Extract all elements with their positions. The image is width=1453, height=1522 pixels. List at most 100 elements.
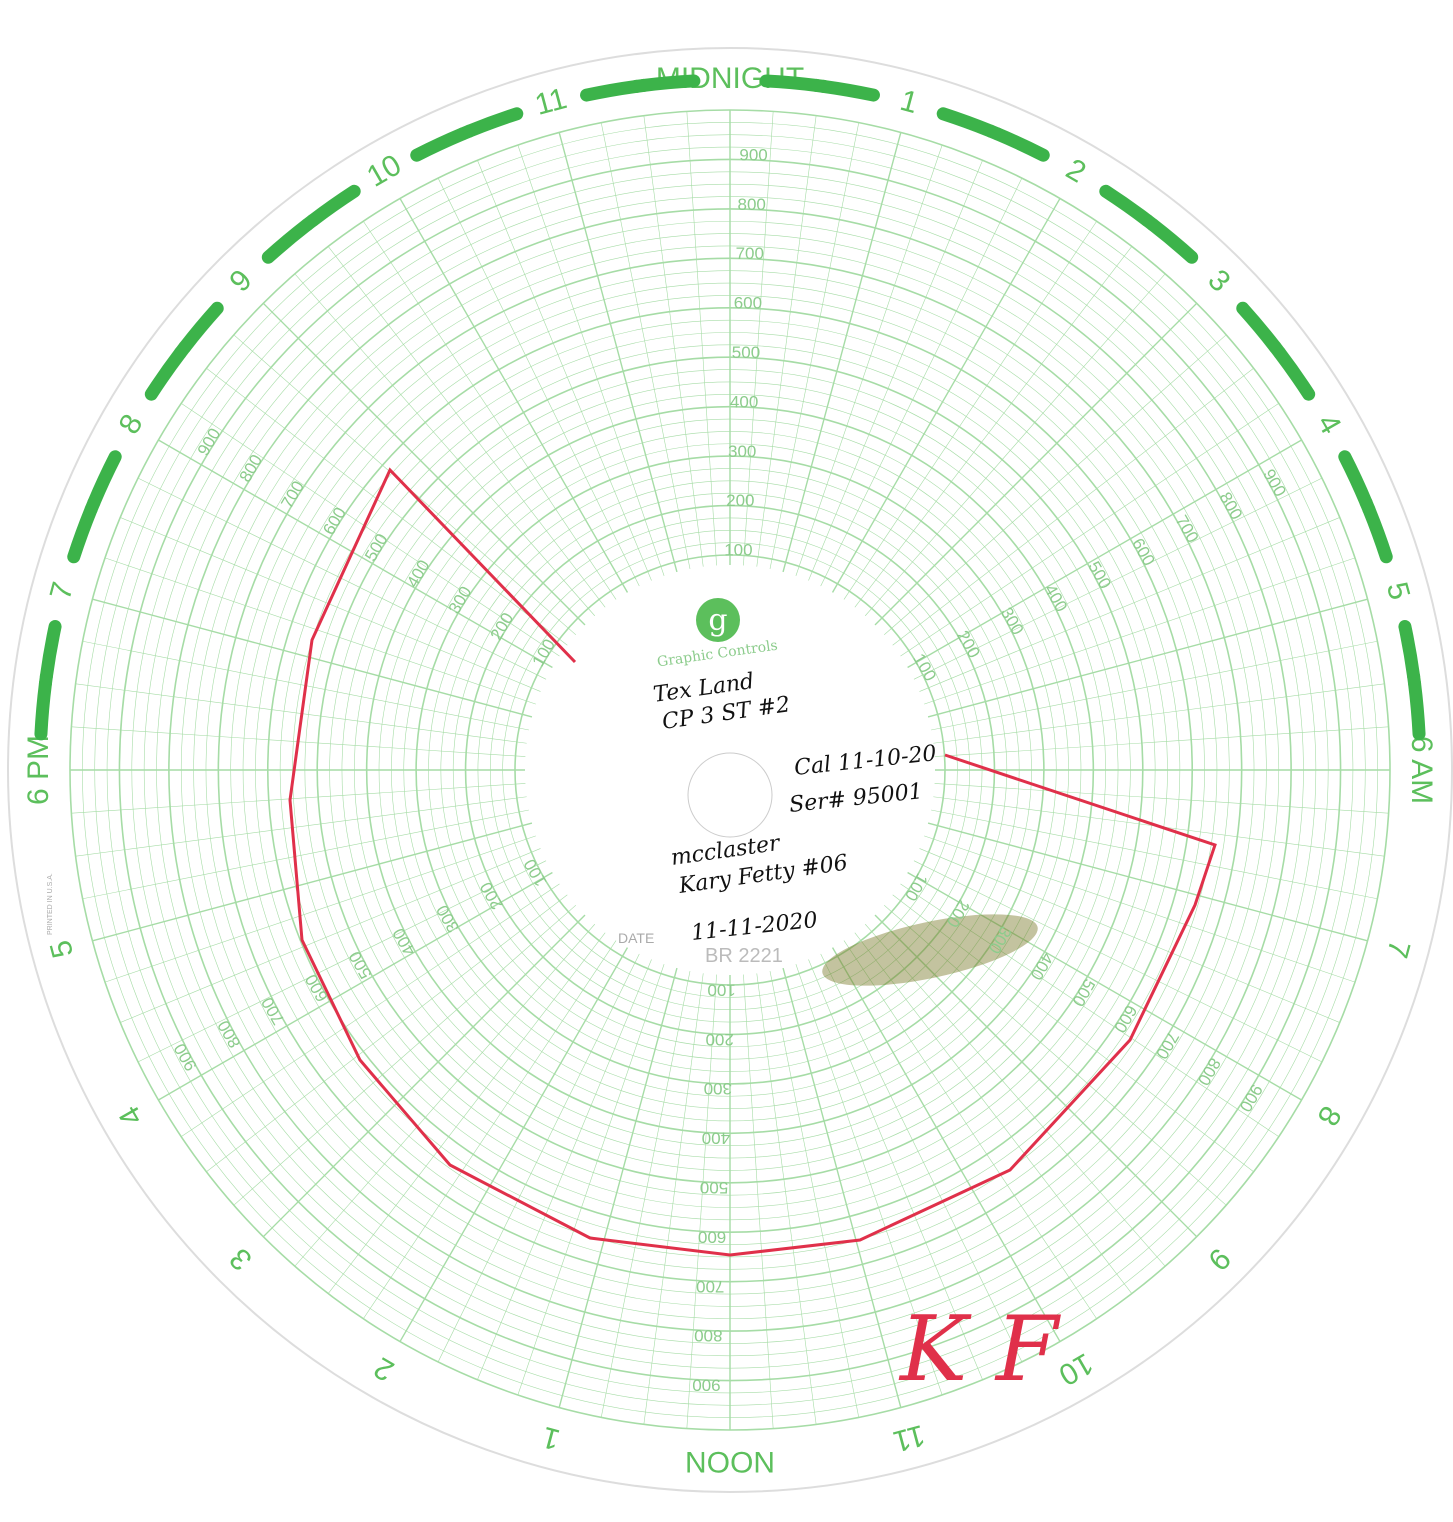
scale-label: 800 — [694, 1326, 722, 1345]
initials: K F — [898, 1297, 1062, 1402]
radial-line — [854, 932, 1133, 1294]
radial-line — [262, 302, 586, 626]
radial-line — [137, 477, 547, 680]
radial-line — [517, 144, 665, 576]
hour-bar — [1362, 502, 1393, 564]
radial-line — [327, 932, 606, 1294]
hour-bar — [759, 74, 823, 92]
radial-line — [437, 953, 640, 1363]
radial-line — [71, 783, 526, 814]
scale-label: 200 — [706, 1030, 734, 1049]
radial-line — [900, 883, 1279, 1137]
radial-line — [399, 947, 629, 1342]
radial-line — [808, 160, 983, 581]
hour-bar — [580, 79, 643, 102]
radial-line — [82, 809, 529, 900]
radial-line — [104, 557, 536, 705]
radial-line — [913, 477, 1323, 680]
radial-line — [120, 848, 541, 1023]
radial-line — [600, 122, 691, 569]
radial-line — [927, 822, 1368, 942]
radial-line — [795, 144, 943, 576]
radial-line — [75, 796, 527, 857]
radial-line — [913, 860, 1323, 1063]
radial-line — [206, 367, 568, 646]
radial-line — [900, 403, 1279, 657]
radial-line — [477, 959, 652, 1380]
radial-line — [686, 974, 717, 1429]
radial-line — [931, 640, 1378, 731]
radial-line — [558, 132, 678, 573]
radial-line — [907, 439, 1302, 669]
radial-line — [907, 871, 1302, 1101]
hour-bar — [87, 450, 122, 510]
radial-line — [892, 894, 1254, 1173]
radial-line — [808, 959, 983, 1380]
hour-bar — [34, 677, 52, 741]
radial-line — [294, 923, 596, 1267]
radial-line — [92, 822, 533, 942]
scale-label: 500 — [700, 1178, 728, 1197]
scale-label: 400 — [730, 392, 758, 411]
radial-line — [517, 964, 665, 1396]
radial-line — [92, 598, 533, 718]
logo: g — [708, 603, 727, 638]
radial-line — [158, 439, 553, 669]
radial-line — [874, 302, 1198, 626]
radial-line — [181, 403, 560, 657]
radial-line — [843, 221, 1097, 600]
radial-line — [820, 177, 1023, 587]
scale-label: 900 — [692, 1376, 720, 1395]
scale-label: 100 — [724, 541, 752, 560]
date-label: DATE — [618, 930, 654, 946]
radial-line — [864, 273, 1166, 617]
scale-label: 100 — [707, 980, 735, 999]
logo-badge — [696, 598, 740, 642]
scale-label: 300 — [704, 1079, 732, 1098]
radial-line — [399, 198, 629, 593]
hour-bar — [1398, 620, 1421, 683]
grid — [69, 109, 1391, 1431]
radial-line — [294, 273, 596, 617]
radial-line — [743, 111, 774, 566]
hour-label: NOON — [685, 1445, 775, 1478]
hour-bar — [462, 107, 524, 138]
radial-line — [158, 871, 553, 1101]
radial-line — [924, 557, 1356, 705]
radial-line — [363, 221, 617, 600]
radial-line — [892, 367, 1254, 646]
radial-line — [327, 246, 606, 608]
radial-line — [437, 177, 640, 587]
radial-line — [363, 940, 617, 1319]
hour-bar — [1273, 346, 1316, 401]
hour-bar — [637, 74, 701, 92]
scale-label: 400 — [702, 1129, 730, 1148]
radial-line — [927, 598, 1368, 718]
radial-line — [924, 835, 1356, 983]
radial-line — [643, 115, 704, 567]
radial-line — [233, 904, 577, 1206]
radial-line — [477, 160, 652, 581]
center-hole — [687, 752, 773, 838]
radial-line — [756, 115, 817, 567]
hour-label: 6 AM — [1405, 736, 1438, 804]
radial-line — [782, 132, 902, 573]
radial-line — [756, 973, 817, 1425]
radial-line — [933, 683, 1385, 744]
radial-line — [782, 967, 902, 1408]
radial-line — [919, 517, 1340, 692]
scale-label: 600 — [698, 1227, 726, 1246]
radial-line — [931, 809, 1378, 900]
radial-line — [919, 848, 1340, 1023]
radial-line — [820, 953, 1023, 1363]
scale-label: 700 — [736, 244, 764, 263]
radial-line — [831, 947, 1061, 1342]
radial-line — [643, 973, 704, 1425]
radial-line — [181, 883, 560, 1137]
scale-label: 300 — [728, 442, 756, 461]
radial-line — [558, 967, 678, 1408]
hour-bar — [1408, 677, 1426, 741]
radial-line — [743, 974, 774, 1429]
hour-bar — [990, 127, 1050, 162]
radial-line — [206, 894, 568, 1173]
